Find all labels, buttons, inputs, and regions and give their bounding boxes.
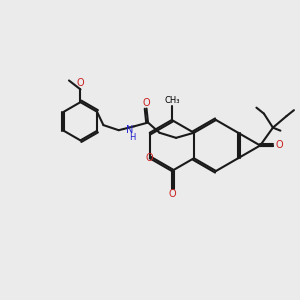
Text: O: O: [143, 98, 150, 108]
Text: O: O: [168, 189, 176, 199]
Text: CH₃: CH₃: [164, 96, 180, 105]
Text: N: N: [126, 125, 133, 135]
Text: O: O: [276, 140, 283, 151]
Text: H: H: [129, 133, 136, 142]
Text: O: O: [76, 78, 84, 88]
Text: O: O: [146, 153, 154, 163]
